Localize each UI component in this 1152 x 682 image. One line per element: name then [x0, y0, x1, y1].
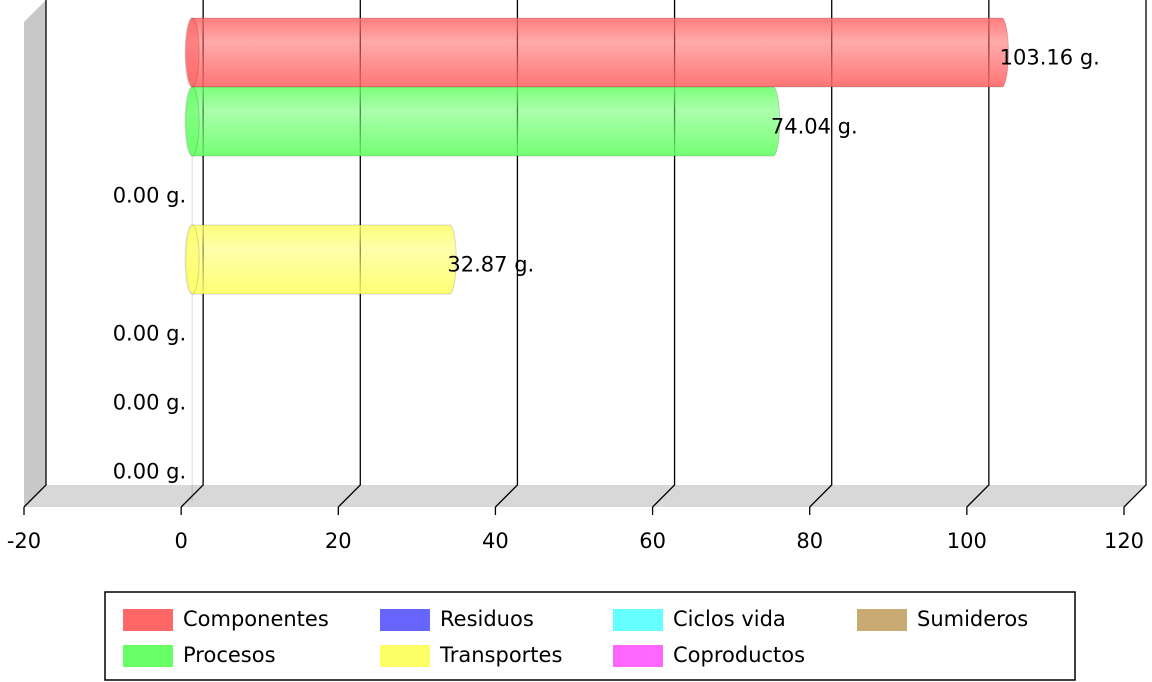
value-label: 0.00 g.	[113, 322, 186, 346]
bar	[185, 86, 781, 157]
legend-label: Procesos	[183, 643, 276, 667]
legend-swatch	[123, 609, 173, 631]
legend-box	[104, 591, 1076, 681]
legend-swatch	[613, 645, 663, 667]
x-tick-label: -20	[7, 529, 41, 553]
value-label: 103.16 g.	[1000, 46, 1100, 70]
x-tick-label: 60	[639, 529, 666, 553]
legend-swatch	[613, 609, 663, 631]
legend-swatch	[380, 609, 430, 631]
legend-label: Residuos	[440, 607, 534, 631]
grid-line	[1123, 0, 1147, 508]
grid-line	[23, 0, 47, 508]
bar	[185, 224, 457, 295]
x-tick-label: 0	[174, 529, 187, 553]
legend-label: Componentes	[183, 607, 329, 631]
value-label: 0.00 g.	[113, 391, 186, 415]
legend-swatch	[857, 609, 907, 631]
x-tick-label: 120	[1104, 529, 1144, 553]
x-tick-label: 100	[947, 529, 987, 553]
value-label: 74.04 g.	[771, 115, 858, 139]
grid-line	[180, 0, 204, 508]
legend-swatch	[123, 645, 173, 667]
legend-swatch	[380, 645, 430, 667]
grid-line	[337, 0, 361, 508]
grid-line	[652, 0, 676, 508]
bar	[185, 17, 1010, 88]
legend-label: Ciclos vida	[673, 607, 786, 631]
value-label: 0.00 g.	[113, 184, 186, 208]
bar-cap	[184, 86, 200, 157]
bar-cap	[184, 17, 200, 88]
grid-line	[494, 0, 519, 508]
value-label: 0.00 g.	[113, 460, 186, 484]
bar-cap	[184, 224, 200, 295]
x-tick-label: 40	[482, 529, 509, 553]
value-label: 32.87 g.	[447, 253, 534, 277]
x-tick-label: 80	[796, 529, 823, 553]
x-tick-label: 20	[325, 529, 352, 553]
grid-line	[966, 0, 990, 508]
legend-label: Coproductos	[673, 643, 805, 667]
legend-label: Sumideros	[917, 607, 1028, 631]
grid-line	[809, 0, 833, 508]
floor	[24, 485, 1146, 507]
left-wall	[24, 0, 46, 507]
legend-label: Transportes	[439, 643, 562, 667]
